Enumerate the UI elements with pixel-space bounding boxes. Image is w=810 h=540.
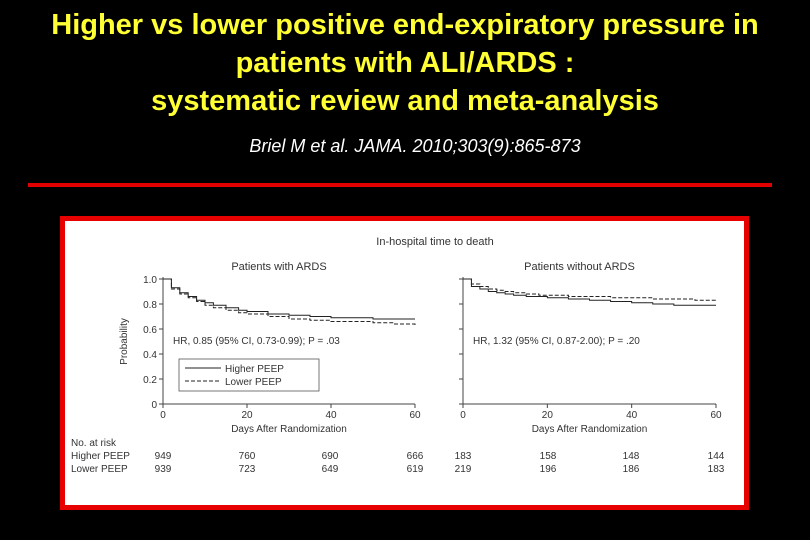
risk-value-ards: 723 — [239, 464, 256, 475]
panel-title: Patients without ARDS — [524, 261, 635, 273]
x-tick-label: 60 — [710, 410, 722, 421]
risk-value-no-ards: 219 — [455, 464, 472, 475]
citation: Briel M et al. JAMA. 2010;303(9):865-873 — [249, 136, 581, 156]
risk-value-ards: 619 — [407, 464, 424, 475]
slide-title-line-1: Higher vs lower positive end-expiratory … — [51, 9, 759, 41]
x-tick-label: 0 — [160, 410, 166, 421]
series-line-higher-peep — [163, 278, 415, 320]
y-tick-label: 1.0 — [143, 275, 157, 286]
risk-value-no-ards: 196 — [540, 464, 557, 475]
y-tick-label: 0.4 — [143, 350, 157, 361]
series-line-lower-peep — [463, 278, 716, 301]
x-tick-label: 40 — [325, 410, 337, 421]
series-line-lower-peep — [163, 278, 416, 326]
legend: Higher PEEP Lower PEEP — [178, 358, 320, 392]
risk-row-label: Lower PEEP — [71, 464, 128, 475]
slide-title-line-3: systematic review and meta-analysis — [151, 85, 659, 117]
slide-title-line-2: patients with ALI/ARDS : — [235, 47, 575, 79]
risk-value-ards: 690 — [322, 451, 339, 462]
km-figure: In-hospital time to death Patients with … — [71, 236, 725, 475]
hr-annotation: HR, 0.85 (95% CI, 0.73-0.99); P = .03 — [173, 336, 340, 347]
risk-value-ards: 666 — [407, 451, 424, 462]
risk-value-no-ards: 183 — [455, 451, 472, 462]
x-axis-label: Days After Randomization — [532, 424, 648, 435]
risk-row-label: Higher PEEP — [71, 451, 130, 462]
figure-frame: In-hospital time to death Patients with … — [60, 216, 749, 510]
x-tick-label: 20 — [241, 410, 253, 421]
risk-value-ards: 949 — [155, 451, 172, 462]
y-tick-label: 0.8 — [143, 300, 157, 311]
risk-value-ards: 649 — [322, 464, 339, 475]
risk-value-no-ards: 158 — [540, 451, 557, 462]
risk-table: No. at risk Higher PEEP 949 760 690 666 183 15… — [71, 438, 725, 475]
y-tick-label: 0.6 — [143, 325, 157, 336]
risk-value-ards: 760 — [239, 451, 256, 462]
panel-with-ards: Patients with ARDS 0 20 40 60 Days After Rand… — [119, 261, 421, 435]
legend-label: Higher PEEP — [225, 364, 284, 375]
x-tick-label: 40 — [626, 410, 638, 421]
y-tick-label: 0.2 — [143, 375, 157, 386]
panel-title: Patients with ARDS — [231, 261, 326, 273]
risk-value-no-ards: 186 — [623, 464, 640, 475]
risk-value-no-ards: 144 — [708, 451, 725, 462]
x-tick-label: 20 — [542, 410, 554, 421]
x-tick-label: 60 — [409, 410, 421, 421]
figure-title: In-hospital time to death — [376, 236, 493, 248]
y-axis-label: Probability — [119, 318, 130, 365]
panel-without-ards: Patients without ARDS 0 20 40 60 Days After R… — [459, 261, 722, 435]
legend-label: Lower PEEP — [225, 377, 282, 388]
series-line-higher-peep — [463, 278, 716, 306]
red-divider — [28, 183, 772, 187]
hr-annotation: HR, 1.32 (95% CI, 0.87-2.00); P = .20 — [473, 336, 640, 347]
risk-value-ards: 939 — [155, 464, 172, 475]
slide-title: Higher vs lower positive end-expiratory … — [0, 6, 810, 120]
legend-box — [178, 358, 320, 392]
y-tick-label: 0 — [151, 400, 157, 411]
x-axis-label: Days After Randomization — [231, 424, 347, 435]
risk-value-no-ards: 183 — [708, 464, 725, 475]
risk-table-header: No. at risk — [71, 438, 117, 449]
x-tick-label: 0 — [460, 410, 466, 421]
risk-value-no-ards: 148 — [623, 451, 640, 462]
